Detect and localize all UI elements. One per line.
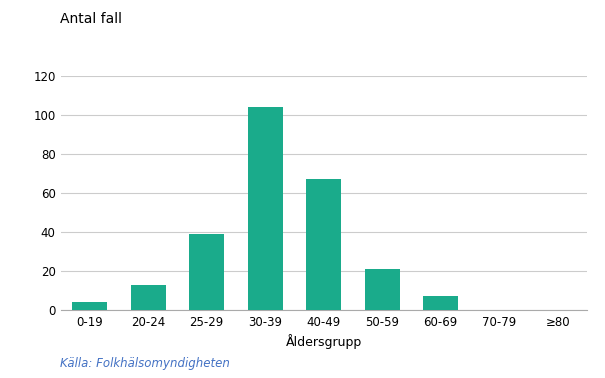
Bar — [189, 234, 224, 310]
Bar — [131, 285, 166, 310]
Bar — [365, 269, 400, 310]
Text: Antal fall: Antal fall — [60, 12, 122, 26]
X-axis label: Åldersgrupp: Åldersgrupp — [286, 334, 362, 349]
Bar — [423, 296, 458, 310]
Bar — [247, 107, 283, 310]
Text: Källa: Folkhälsomyndigheten: Källa: Folkhälsomyndigheten — [60, 358, 231, 370]
Bar — [72, 302, 107, 310]
Bar — [306, 179, 341, 310]
